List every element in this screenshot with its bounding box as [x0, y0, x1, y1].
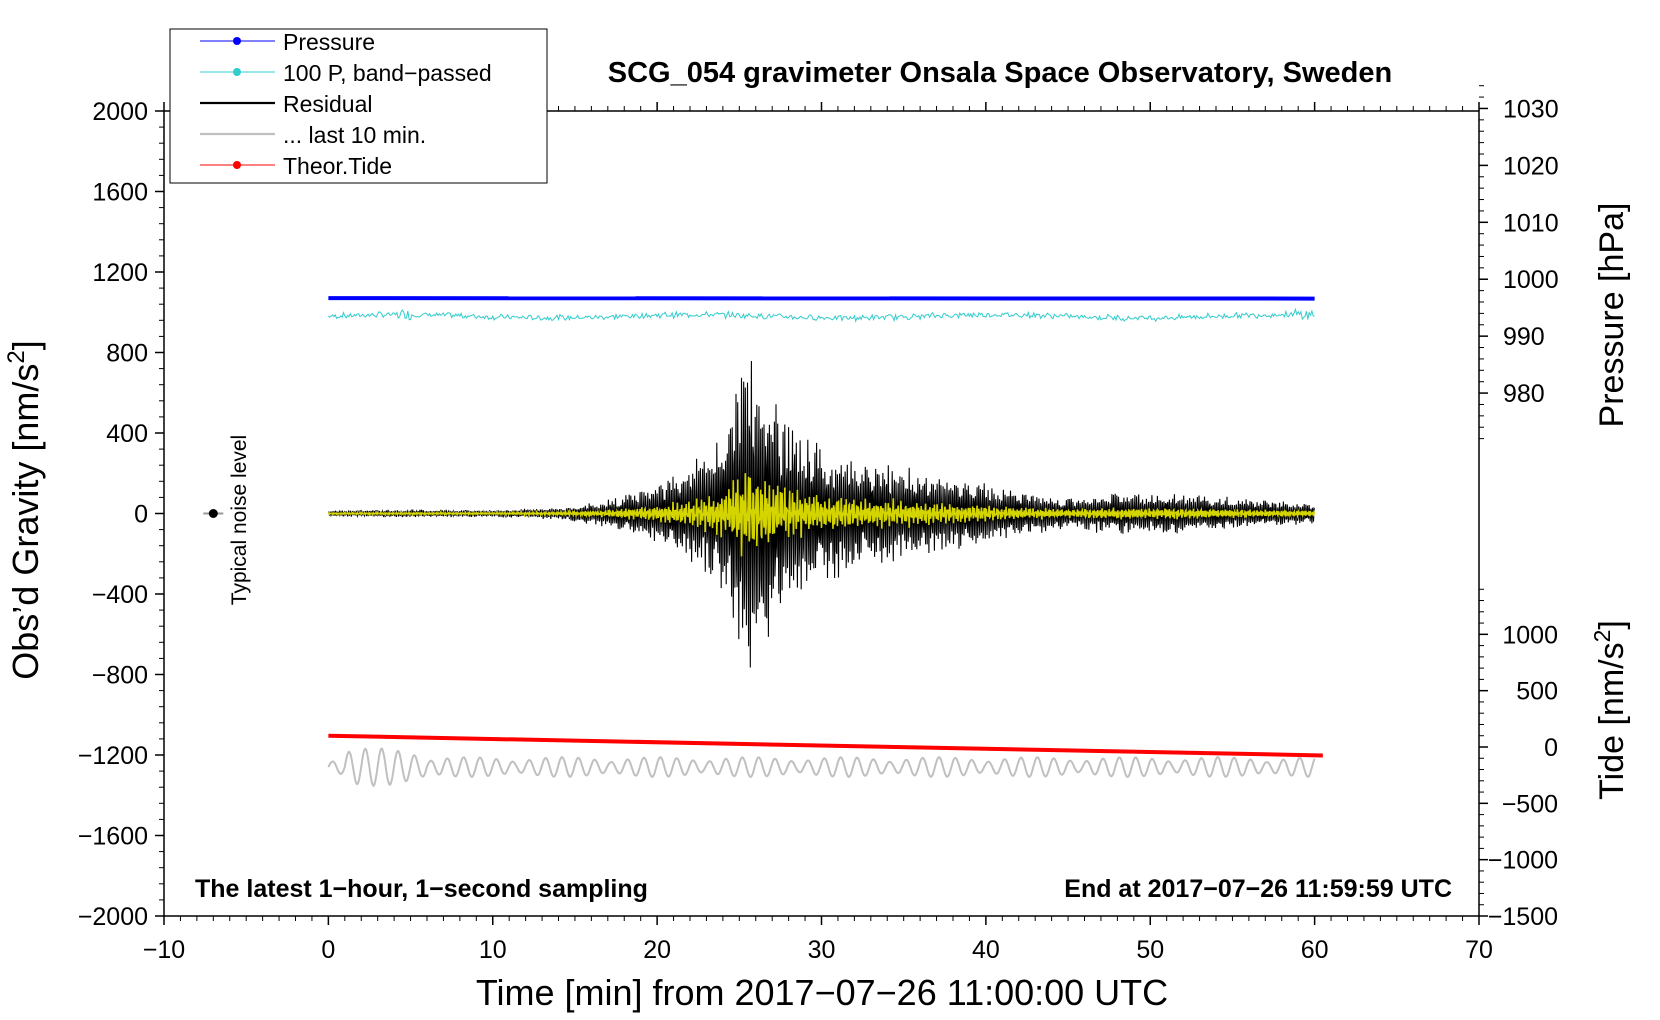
y-tick-label: −400	[92, 581, 148, 609]
annotation-bottom-left: The latest 1−hour, 1−second sampling	[195, 875, 648, 903]
y-tick-label: −2000	[78, 903, 148, 931]
legend-marker	[233, 37, 241, 45]
pressure-axis-label: Pressure [hPa]	[1593, 203, 1631, 428]
pressure-tick-label: 980	[1503, 380, 1545, 408]
x-tick-label: −10	[143, 936, 185, 964]
legend-marker	[233, 161, 241, 169]
y-tick-label: 400	[106, 420, 148, 448]
x-tick-label: 50	[1136, 936, 1164, 964]
y-tick-label: 1600	[92, 179, 148, 207]
y-tick-label: −1200	[78, 742, 148, 770]
pressure-tick-label: 1020	[1503, 152, 1559, 180]
legend: Pressure 100 P, band−passed Residual ... la…	[169, 28, 548, 184]
noise-marker	[203, 509, 224, 518]
x-axis-label: Time [min] from 2017−07−26 11:00:00 UTC	[476, 972, 1168, 1013]
y-tick-label: −800	[92, 662, 148, 690]
x-tick-label: 30	[808, 936, 836, 964]
x-axis: −10 0 10 20 30 40 50 60 70	[143, 102, 1493, 964]
pressure-tick-label: 1030	[1503, 95, 1559, 123]
y-axis-label-end: ]	[5, 340, 46, 350]
legend-label: ... last 10 min.	[283, 122, 426, 148]
tide-axis-label-main: Tide [nm/s	[1593, 642, 1631, 799]
pressure-tick-label: 1010	[1503, 209, 1559, 237]
y-axis-label: Obs’d Gravity [nm/s2]	[3, 340, 46, 679]
y-tick-label: 0	[134, 501, 148, 529]
legend-label: Theor.Tide	[283, 153, 392, 179]
tide-axis-label: Tide [nm/s2]	[1589, 620, 1631, 800]
x-tick-label: 70	[1465, 936, 1493, 964]
pressure-tick-label: 990	[1503, 323, 1545, 351]
legend-marker	[233, 68, 241, 76]
annotation-bottom-right: End at 2017−07−26 11:59:59 UTC	[1064, 875, 1452, 903]
x-tick-label: 40	[972, 936, 1000, 964]
noise-point	[208, 509, 218, 518]
y-axis-label-main: Obs’d Gravity [nm/s	[5, 364, 46, 680]
chart-title: SCG_054 gravimeter Onsala Space Observat…	[608, 57, 1392, 89]
residual-filtered-line	[327, 473, 1316, 557]
y-tick-label: 800	[106, 340, 148, 368]
legend-label: Pressure	[283, 29, 375, 55]
legend-label: 100 P, band−passed	[283, 60, 492, 86]
series-last-10-min	[327, 747, 1316, 788]
legend-label: Residual	[283, 91, 373, 117]
tide-axis-label-sup: 2	[1589, 630, 1615, 643]
y-axis-tide: 1000 500 0 −500 −1000 −1500	[1479, 588, 1558, 931]
y-axis-left: 2000 1600 1200 800 400 0 −400 −800 −1200 −1600 −20…	[78, 98, 164, 931]
x-tick-label: 0	[321, 936, 335, 964]
last-10-min-line	[327, 747, 1316, 788]
tide-tick-label: 500	[1516, 678, 1558, 706]
series-residual-filtered	[327, 473, 1316, 557]
tide-tick-label: 0	[1544, 734, 1558, 762]
tide-tick-label: −1000	[1488, 847, 1558, 875]
y-axis-label-sup: 2	[3, 350, 30, 363]
tide-line	[328, 733, 1323, 758]
tide-tick-label: 1000	[1502, 621, 1558, 649]
x-tick-label: 10	[479, 936, 507, 964]
series-theor-tide	[328, 733, 1323, 758]
x-tick-label: 20	[643, 936, 671, 964]
noise-label: Typical noise level	[228, 435, 251, 605]
band-passed-line	[328, 307, 1315, 323]
tide-tick-label: −1500	[1488, 903, 1558, 931]
y-axis-pressure: 1030 1020 1010 1000 990 980	[1479, 85, 1559, 440]
series-100p-band-passed	[328, 307, 1315, 323]
y-tick-label: 2000	[92, 98, 148, 126]
y-tick-label: 1200	[92, 259, 148, 287]
legend-box	[169, 28, 548, 184]
x-tick-label: 60	[1301, 936, 1329, 964]
tide-axis-label-end: ]	[1593, 620, 1631, 629]
pressure-tick-label: 1000	[1503, 266, 1559, 294]
tide-tick-label: −500	[1502, 790, 1558, 818]
y-tick-label: −1600	[78, 823, 148, 851]
